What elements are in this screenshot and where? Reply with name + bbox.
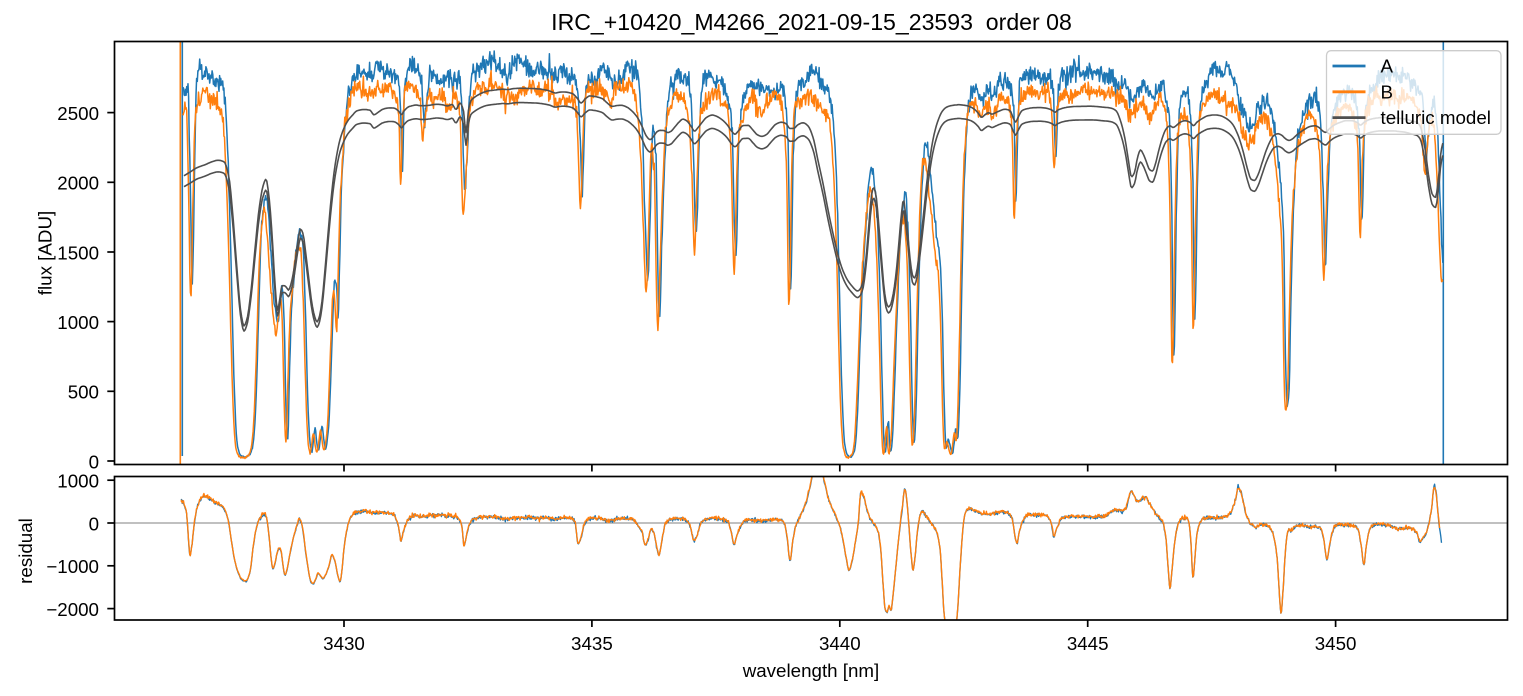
- svg-text:500: 500: [68, 382, 99, 403]
- svg-text:3435: 3435: [571, 633, 613, 654]
- svg-text:0: 0: [89, 513, 99, 534]
- svg-text:1000: 1000: [57, 312, 99, 333]
- svg-text:2000: 2000: [57, 173, 99, 194]
- svg-text:0: 0: [89, 451, 99, 472]
- svg-text:−1000: −1000: [46, 556, 99, 577]
- svg-text:IRC_+10420_M4266_2021-09-15_23: IRC_+10420_M4266_2021-09-15_23593 order …: [551, 9, 1072, 35]
- svg-text:telluric model: telluric model: [1381, 107, 1491, 128]
- svg-text:3430: 3430: [323, 633, 365, 654]
- svg-text:residual: residual: [15, 518, 36, 584]
- svg-text:1000: 1000: [57, 471, 99, 492]
- svg-text:wavelength [nm]: wavelength [nm]: [742, 660, 880, 681]
- svg-text:flux [ADU]: flux [ADU]: [35, 211, 56, 295]
- svg-text:−2000: −2000: [46, 599, 99, 620]
- svg-text:1500: 1500: [57, 242, 99, 263]
- svg-text:A: A: [1381, 56, 1394, 77]
- svg-text:3440: 3440: [819, 633, 861, 654]
- svg-text:2500: 2500: [57, 103, 99, 124]
- svg-text:3450: 3450: [1315, 633, 1357, 654]
- svg-text:B: B: [1381, 81, 1394, 102]
- svg-text:3445: 3445: [1067, 633, 1109, 654]
